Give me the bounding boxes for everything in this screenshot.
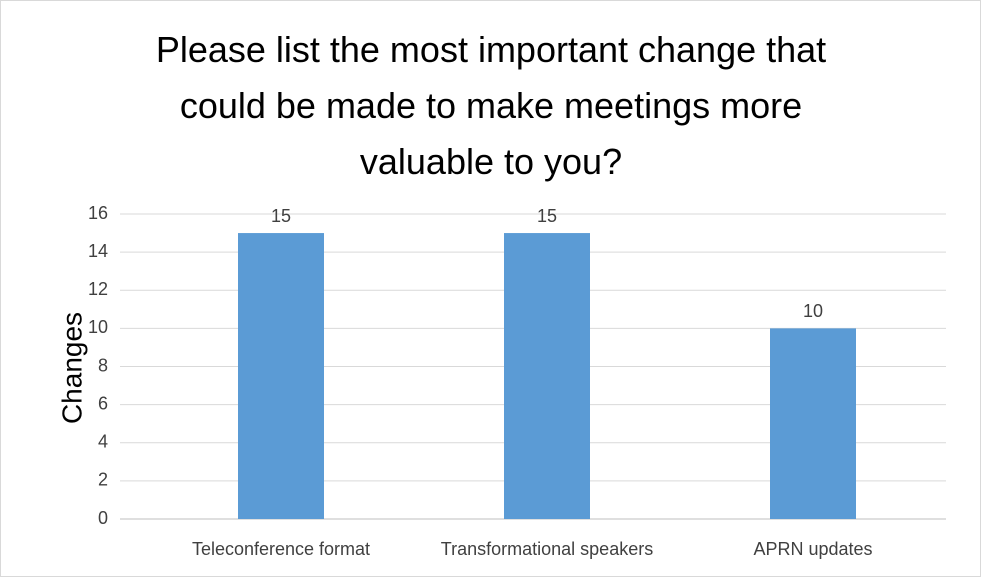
y-axis-label: Changes [56, 312, 87, 424]
y-tick-label: 14 [88, 241, 108, 261]
y-tick-label: 10 [88, 317, 108, 337]
x-tick-label: Transformational speakers [441, 539, 653, 559]
bar [770, 328, 856, 519]
data-label: 15 [271, 206, 291, 226]
chart-title: Please list the most important change th… [155, 29, 827, 182]
y-tick-label: 2 [98, 470, 108, 490]
y-tick-label: 4 [98, 432, 108, 452]
x-tick-label: APRN updates [753, 539, 872, 559]
y-tick-label: 8 [98, 355, 108, 375]
bar [238, 233, 324, 519]
data-label: 10 [803, 301, 823, 321]
y-tick-label: 0 [98, 508, 108, 528]
y-tick-label: 6 [98, 393, 108, 413]
data-label: 15 [537, 206, 557, 226]
y-tick-label: 12 [88, 279, 108, 299]
bar [504, 233, 590, 519]
y-tick-label: 16 [88, 203, 108, 223]
x-tick-label: Teleconference format [192, 539, 370, 559]
